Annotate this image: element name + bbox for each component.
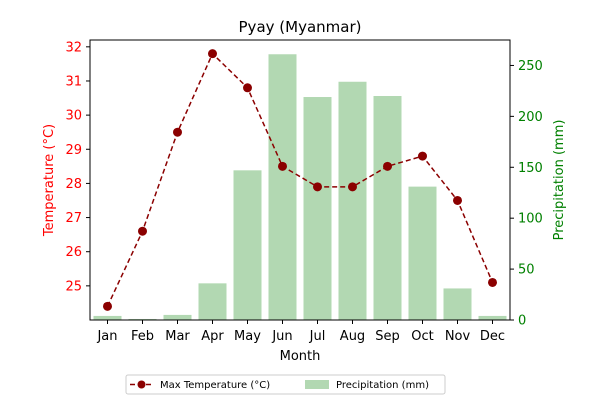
temperature-line	[103, 49, 497, 311]
precipitation-bar	[93, 315, 122, 320]
legend-box	[125, 374, 446, 395]
y-left-tick-label: 29	[65, 143, 82, 158]
chart-title: Pyay (Myanmar)	[239, 18, 362, 36]
y-left-tick-label: 30	[65, 109, 82, 124]
legend: Max Temperature (°C) Precipitation (mm)	[125, 374, 446, 395]
y-left-tick-label: 28	[65, 177, 82, 192]
y-right-tick-label: 0	[518, 314, 526, 329]
x-tick-label: May	[234, 329, 261, 344]
temperature-point	[488, 277, 497, 287]
precipitation-bar	[408, 186, 437, 320]
temperature-line-path	[106, 52, 494, 307]
y-axis-left: 25 26 27 28 29 30 31 32	[65, 40, 90, 294]
y-axis-left-label: Temperature (°C)	[42, 124, 57, 237]
y-right-tick-label: 150	[518, 161, 543, 176]
precipitation-bar	[198, 283, 227, 320]
x-tick-label: Oct	[411, 329, 433, 344]
precipitation-bar	[163, 314, 192, 320]
legend-bar-swatch	[305, 380, 329, 389]
legend-temperature-label: Max Temperature (°C)	[160, 380, 270, 391]
temperature-point	[278, 161, 287, 171]
precipitation-bar	[443, 288, 472, 320]
precipitation-bar	[303, 97, 332, 320]
temperature-point	[243, 83, 252, 93]
temperature-point	[348, 182, 357, 192]
y-left-tick-label: 27	[65, 211, 82, 226]
legend-line-marker	[137, 380, 146, 389]
y-right-tick-label: 100	[518, 212, 543, 227]
plot-frame	[89, 39, 511, 321]
y-right-tick-label: 250	[518, 59, 543, 74]
x-tick-label: Dec	[480, 329, 505, 344]
temperature-point	[208, 49, 217, 59]
x-tick-label: Jun	[271, 329, 292, 344]
y-right-tick-label: 200	[518, 110, 543, 125]
y-left-tick-label: 32	[65, 40, 82, 55]
x-tick-label: Nov	[445, 329, 471, 344]
x-tick-label: Aug	[340, 329, 365, 344]
y-left-tick-label: 31	[65, 74, 82, 89]
temperature-point	[453, 195, 462, 205]
precipitation-bar	[233, 170, 262, 320]
y-left-tick-label: 25	[65, 279, 82, 294]
precipitation-bar	[128, 318, 157, 320]
x-tick-label: Jul	[309, 329, 326, 344]
y-right-tick-label: 50	[518, 263, 535, 278]
y-axis-right: 0 50 100 150 200 250	[510, 59, 543, 329]
x-tick-label: Sep	[375, 329, 400, 344]
x-tick-label: Apr	[201, 329, 224, 344]
x-tick-label: Mar	[165, 329, 190, 344]
precipitation-bars	[93, 54, 507, 320]
x-axis-label: Month	[280, 349, 321, 364]
y-axis-right-label: Precipitation (mm)	[552, 120, 567, 241]
x-axis: Jan Feb Mar Apr May Jun Jul Aug Sep Oct Nov Dec	[96, 320, 505, 344]
precipitation-bar	[478, 315, 507, 320]
temperature-point	[138, 226, 147, 236]
temperature-point	[173, 127, 182, 137]
precipitation-bar	[338, 81, 367, 320]
temperature-point	[103, 301, 112, 311]
temperature-point	[313, 182, 322, 192]
temperature-point	[418, 151, 427, 161]
x-tick-label: Feb	[131, 329, 154, 344]
precipitation-bar	[268, 54, 297, 320]
x-tick-label: Jan	[96, 329, 117, 344]
y-left-tick-label: 26	[65, 245, 82, 260]
legend-precipitation-label: Precipitation (mm)	[336, 380, 429, 391]
precipitation-bar	[373, 96, 402, 320]
temperature-point	[383, 161, 392, 171]
